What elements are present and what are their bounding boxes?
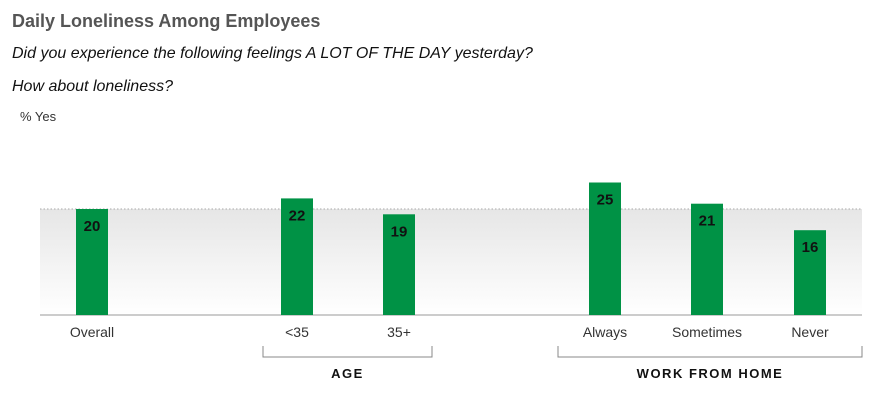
group-bracket-0	[262, 346, 433, 358]
category-label-5: Never	[791, 324, 829, 340]
bar-2	[383, 214, 415, 315]
unit-label: % Yes	[20, 109, 57, 124]
reference-band	[40, 209, 862, 315]
group-label-0: AGE	[331, 366, 364, 381]
category-label-1: <35	[285, 324, 309, 340]
group-bracket-1	[557, 346, 863, 358]
bar-0	[76, 209, 108, 315]
survey-question: Did you experience the following feeling…	[12, 45, 533, 62]
group-label-1: WORK FROM HOME	[637, 366, 784, 381]
survey-followup: How about loneliness?	[12, 78, 173, 95]
category-label-0: Overall	[70, 324, 114, 340]
category-label-2: 35+	[387, 324, 411, 340]
bar-1	[281, 198, 313, 315]
bar-4	[691, 203, 723, 315]
value-label-2: 19	[391, 223, 408, 240]
category-label-3: Always	[583, 324, 627, 340]
value-label-3: 25	[597, 192, 614, 209]
value-label-5: 16	[802, 239, 819, 256]
value-label-1: 22	[289, 207, 306, 224]
chart-title: Daily Loneliness Among Employees	[12, 11, 321, 31]
bar-5	[794, 230, 826, 315]
value-label-4: 21	[699, 213, 716, 230]
category-label-4: Sometimes	[672, 324, 742, 340]
bar-3	[589, 182, 621, 315]
value-label-0: 20	[84, 218, 101, 235]
